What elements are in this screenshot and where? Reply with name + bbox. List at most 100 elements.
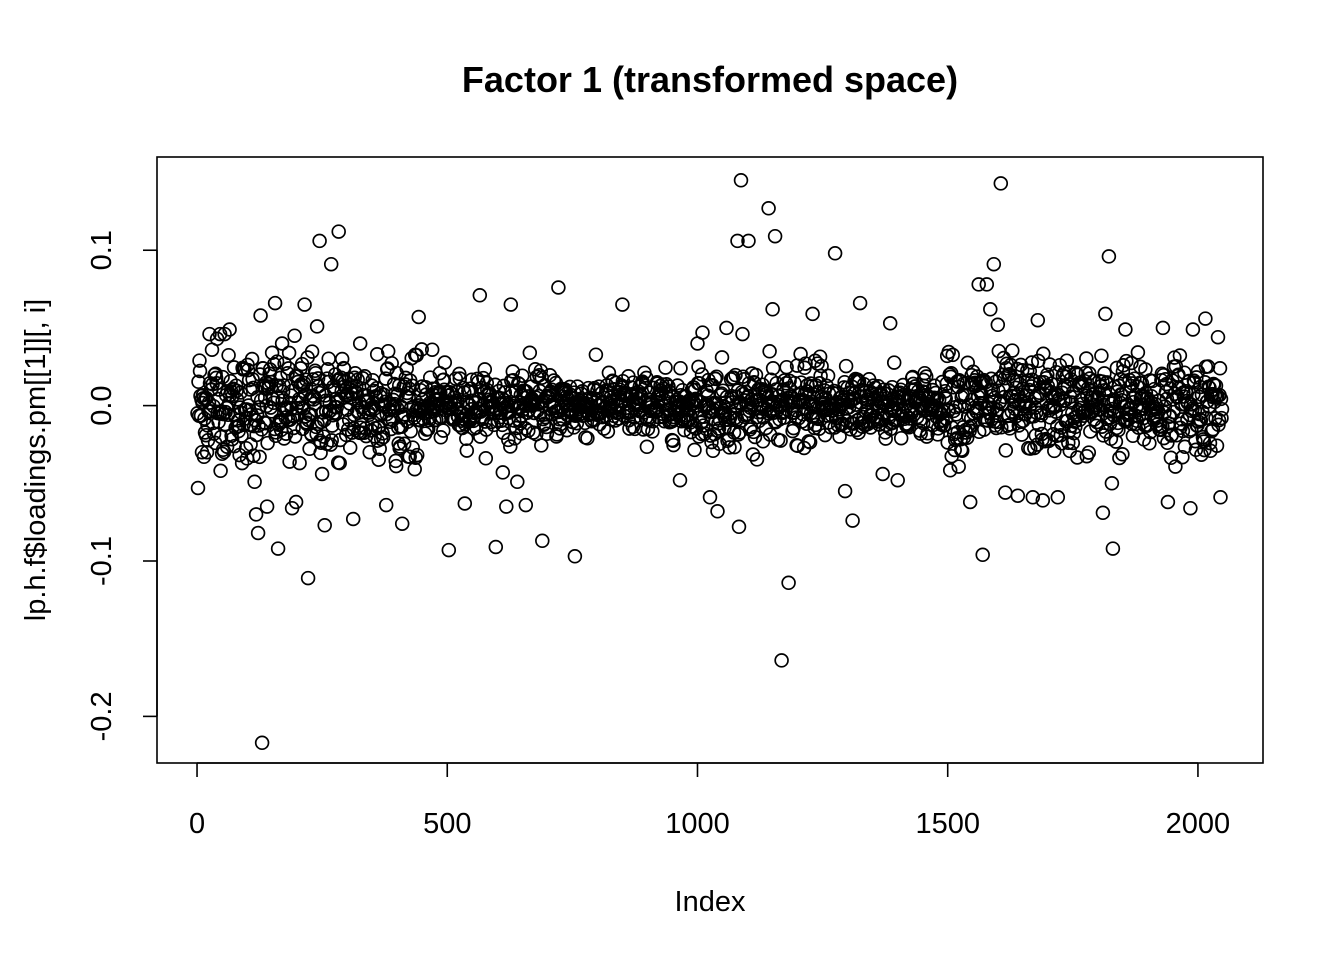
data-point — [1171, 367, 1186, 382]
data-point — [788, 402, 803, 418]
data-point — [645, 424, 660, 439]
data-point-outlier — [424, 342, 440, 357]
data-point — [838, 358, 854, 374]
y-tick-label: -0.1 — [86, 536, 118, 586]
data-point — [304, 344, 320, 359]
data-point — [1211, 412, 1227, 428]
data-point-outlier — [731, 519, 747, 535]
data-point — [1065, 435, 1081, 451]
y-tick-label: 0.0 — [86, 385, 118, 425]
data-point — [1189, 370, 1204, 385]
data-point — [722, 440, 737, 455]
data-point-outlier — [207, 435, 223, 451]
data-point — [625, 419, 641, 435]
data-point-outlier — [503, 297, 519, 312]
data-point-outlier — [345, 511, 361, 527]
data-point — [1174, 412, 1190, 427]
data-point — [666, 437, 681, 453]
data-point — [437, 355, 453, 370]
data-point-outlier — [214, 446, 230, 462]
data-point — [501, 432, 516, 448]
data-point-outlier — [495, 465, 511, 480]
data-point-outlier — [300, 570, 316, 586]
data-point-outlier — [239, 451, 255, 466]
y-axis-label: lp.h.f$loadings.pm[[1]][, i] — [20, 299, 52, 621]
x-tick-label: 2000 — [1166, 808, 1231, 840]
data-point — [1142, 436, 1157, 451]
data-point — [1096, 428, 1111, 443]
data-point — [1188, 433, 1203, 449]
data-point — [773, 433, 788, 448]
data-point — [233, 385, 248, 400]
data-point-outlier — [672, 472, 688, 488]
data-point-outlier — [441, 542, 457, 558]
data-point — [745, 447, 761, 462]
data-point — [234, 428, 249, 443]
data-point-outlier — [317, 518, 332, 533]
data-point — [802, 435, 818, 450]
data-point — [459, 431, 474, 447]
data-point-outlier — [971, 277, 986, 292]
data-point-outlier — [488, 539, 504, 555]
data-point-outlier — [312, 233, 327, 249]
data-point — [691, 359, 706, 375]
data-point — [749, 452, 765, 467]
data-point — [814, 358, 829, 374]
data-point — [601, 365, 617, 381]
data-point — [347, 370, 362, 385]
data-point-outlier — [248, 507, 264, 522]
data-point-outlier — [334, 351, 350, 367]
data-point — [747, 429, 763, 445]
data-point — [404, 378, 420, 393]
data-point-outlier — [827, 246, 843, 261]
data-point — [503, 439, 518, 454]
data-point-outlier — [234, 455, 250, 471]
data-point-outlier — [332, 455, 347, 471]
data-point — [726, 370, 741, 385]
data-point-outlier — [702, 490, 718, 505]
data-point-outlier — [217, 326, 232, 342]
data-point — [246, 448, 261, 464]
data-point-outlier — [314, 466, 330, 482]
data-point — [965, 364, 981, 380]
data-point — [687, 442, 702, 458]
data-point-outlier — [199, 444, 215, 460]
data-point — [901, 420, 917, 435]
data-point — [373, 431, 389, 447]
data-point-outlier — [852, 295, 868, 311]
data-point — [762, 344, 777, 359]
data-point — [405, 440, 420, 455]
data-point — [213, 463, 228, 479]
data-point — [357, 369, 372, 384]
data-point-outlier — [765, 302, 780, 317]
data-point — [261, 376, 277, 392]
data-point — [478, 451, 494, 466]
data-point-outlier — [288, 494, 304, 510]
data-point-outlier — [287, 328, 302, 343]
data-point-outlier — [378, 497, 394, 513]
data-point-outlier — [352, 336, 368, 351]
data-point-outlier — [499, 499, 514, 514]
data-point — [670, 378, 685, 393]
data-point — [1066, 425, 1082, 441]
data-point — [238, 440, 254, 456]
data-point — [192, 363, 208, 379]
data-point-outlier — [1198, 311, 1213, 326]
data-point-outlier — [457, 496, 473, 511]
data-point — [1192, 406, 1207, 422]
data-point — [1214, 410, 1229, 426]
data-point — [215, 369, 230, 385]
data-point-outlier — [309, 319, 325, 334]
data-point — [329, 400, 344, 415]
data-point — [665, 433, 681, 449]
data-point-outlier — [695, 325, 710, 340]
data-point-outlier — [297, 297, 312, 312]
data-point — [1181, 373, 1197, 389]
data-point — [992, 371, 1008, 386]
data-point — [388, 453, 403, 469]
x-axis: 0 500 1000 1500 2000 — [189, 762, 1231, 840]
data-point — [1214, 401, 1230, 417]
data-point — [1036, 346, 1051, 362]
data-point — [1163, 450, 1179, 466]
data-point-outlier — [202, 326, 217, 342]
